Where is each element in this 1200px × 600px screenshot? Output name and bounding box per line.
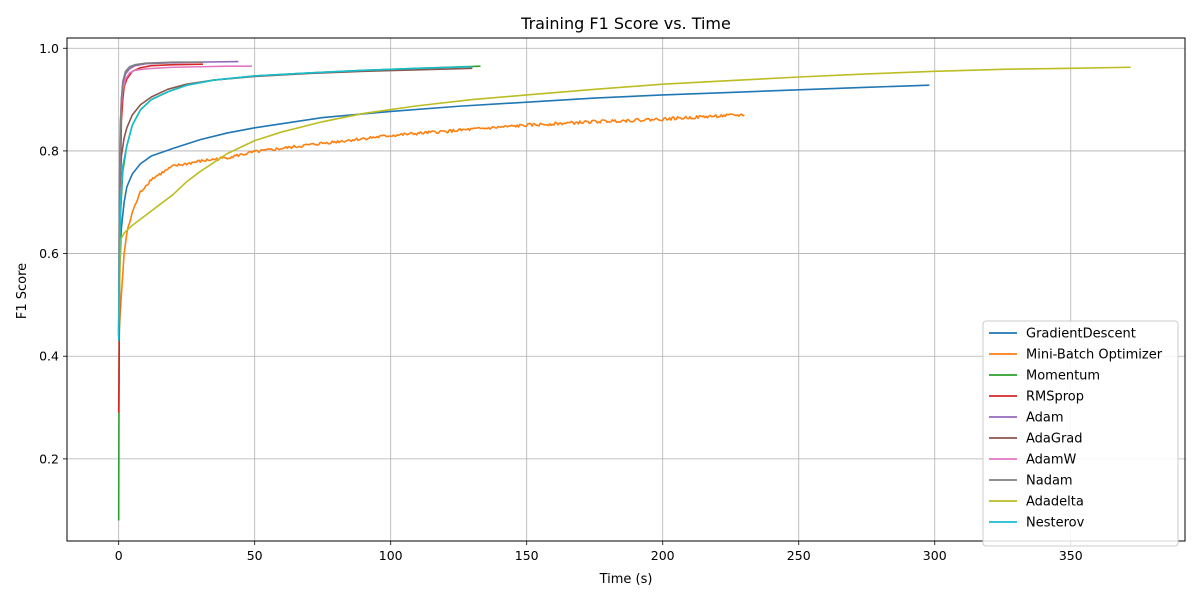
x-tick-label: 250: [787, 548, 811, 563]
legend-label: Nesterov: [1026, 516, 1085, 531]
series-line-nesterov: [117, 65, 473, 341]
y-tick-label: 1.0: [39, 41, 59, 56]
x-tick-label: 150: [515, 548, 539, 563]
series-line-adadelta: [117, 66, 1131, 331]
legend-label: AdamW: [1026, 453, 1077, 468]
legend-label: Nadam: [1026, 474, 1073, 489]
y-tick-label: 0.2: [39, 451, 59, 466]
legend-label: Momentum: [1026, 369, 1100, 384]
legend-label: Adadelta: [1026, 495, 1084, 510]
legend-label: RMSprop: [1026, 390, 1084, 405]
series-line-nadam: [117, 61, 204, 331]
x-axis-label: Time (s): [599, 572, 653, 587]
y-tick-label: 0.4: [39, 349, 59, 364]
x-tick-label: 0: [115, 548, 123, 563]
x-tick-label: 50: [247, 548, 263, 563]
x-tick-label: 200: [651, 548, 675, 563]
y-axis-label: F1 Score: [15, 263, 30, 319]
series-line-gradientdescent: [117, 84, 930, 336]
axis-ticks: 0 50 100 150 200 250 300 350 0.2 0.4 0.6 0.8 1.0: [39, 41, 1083, 563]
chart-title: Training F1 Score vs. Time: [520, 14, 731, 33]
legend-label: GradientDescent: [1026, 327, 1136, 342]
legend-label: AdaGrad: [1026, 432, 1083, 447]
series-lines: [117, 60, 1131, 521]
legend: GradientDescent Mini-Batch Optimizer Momen…: [982, 320, 1179, 547]
plot-frame: [66, 37, 1186, 542]
legend-label: Adam: [1026, 411, 1064, 426]
legend-box: [982, 320, 1179, 547]
y-tick-label: 0.6: [39, 246, 59, 261]
x-tick-label: 350: [1059, 548, 1083, 563]
x-tick-label: 300: [923, 548, 947, 563]
legend-label: Mini-Batch Optimizer: [1026, 348, 1163, 363]
x-tick-label: 100: [379, 548, 403, 563]
y-tick-label: 0.8: [39, 143, 59, 158]
